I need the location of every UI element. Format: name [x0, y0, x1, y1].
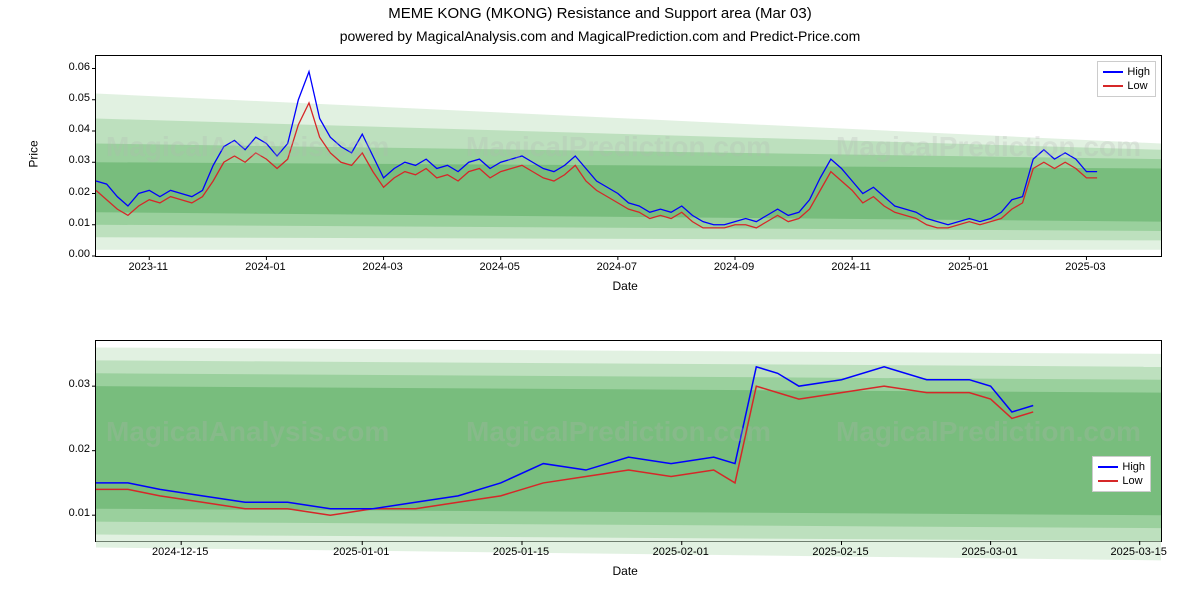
x-tick-label: 2024-12-15	[152, 546, 208, 558]
legend: High Low	[1097, 61, 1156, 97]
y-tick-label: 0.01	[45, 217, 90, 229]
x-tick-label: 2024-11	[831, 261, 871, 273]
x-tick-label: 2025-01	[948, 261, 988, 273]
legend-item: High	[1098, 460, 1145, 474]
bottom-chart-svg	[96, 341, 1161, 541]
y-tick-label: 0.00	[45, 248, 90, 260]
legend-label: High	[1122, 460, 1145, 474]
y-tick-label: 0.02	[45, 186, 90, 198]
x-tick-label: 2024-09	[714, 261, 754, 273]
y-axis-label: Price	[27, 140, 41, 167]
y-tick-label: 0.02	[45, 443, 90, 455]
legend-swatch	[1103, 85, 1123, 87]
x-tick-label: 2024-03	[362, 261, 402, 273]
x-tick-label: 2025-02-01	[653, 546, 709, 558]
y-tick-label: 0.01	[45, 507, 90, 519]
figure: MEME KONG (MKONG) Resistance and Support…	[0, 0, 1200, 600]
legend-swatch	[1098, 480, 1118, 482]
x-tick-label: 2024-01	[245, 261, 285, 273]
y-tick-label: 0.06	[45, 61, 90, 73]
x-tick-label: 2024-05	[480, 261, 520, 273]
x-axis-label: Date	[613, 279, 638, 293]
y-tick-label: 0.03	[45, 154, 90, 166]
x-axis-label: Date	[613, 564, 638, 578]
chart-subtitle: powered by MagicalAnalysis.com and Magic…	[0, 28, 1200, 44]
legend-swatch	[1103, 71, 1123, 73]
legend-label: Low	[1127, 79, 1147, 93]
legend-item: High	[1103, 65, 1150, 79]
x-tick-label: 2024-07	[597, 261, 637, 273]
x-tick-label: 2025-03-15	[1111, 546, 1167, 558]
legend-item: Low	[1103, 79, 1150, 93]
bottom-chart-panel: MagicalAnalysis.com MagicalPrediction.co…	[95, 340, 1162, 542]
x-tick-label: 2025-03	[1065, 261, 1105, 273]
top-chart-svg	[96, 56, 1161, 256]
legend: High Low	[1092, 456, 1151, 492]
legend-item: Low	[1098, 474, 1145, 488]
y-tick-label: 0.03	[45, 378, 90, 390]
x-tick-label: 2025-01-01	[333, 546, 389, 558]
x-tick-label: 2023-11	[128, 261, 168, 273]
top-chart-panel: MagicalAnalysis.com MagicalPrediction.co…	[95, 55, 1162, 257]
y-tick-label: 0.05	[45, 92, 90, 104]
legend-swatch	[1098, 466, 1118, 468]
x-tick-label: 2025-02-15	[812, 546, 868, 558]
legend-label: Low	[1122, 474, 1142, 488]
legend-label: High	[1127, 65, 1150, 79]
x-tick-label: 2025-03-01	[961, 546, 1017, 558]
y-tick-label: 0.04	[45, 123, 90, 135]
chart-title: MEME KONG (MKONG) Resistance and Support…	[0, 5, 1200, 22]
x-tick-label: 2025-01-15	[493, 546, 549, 558]
